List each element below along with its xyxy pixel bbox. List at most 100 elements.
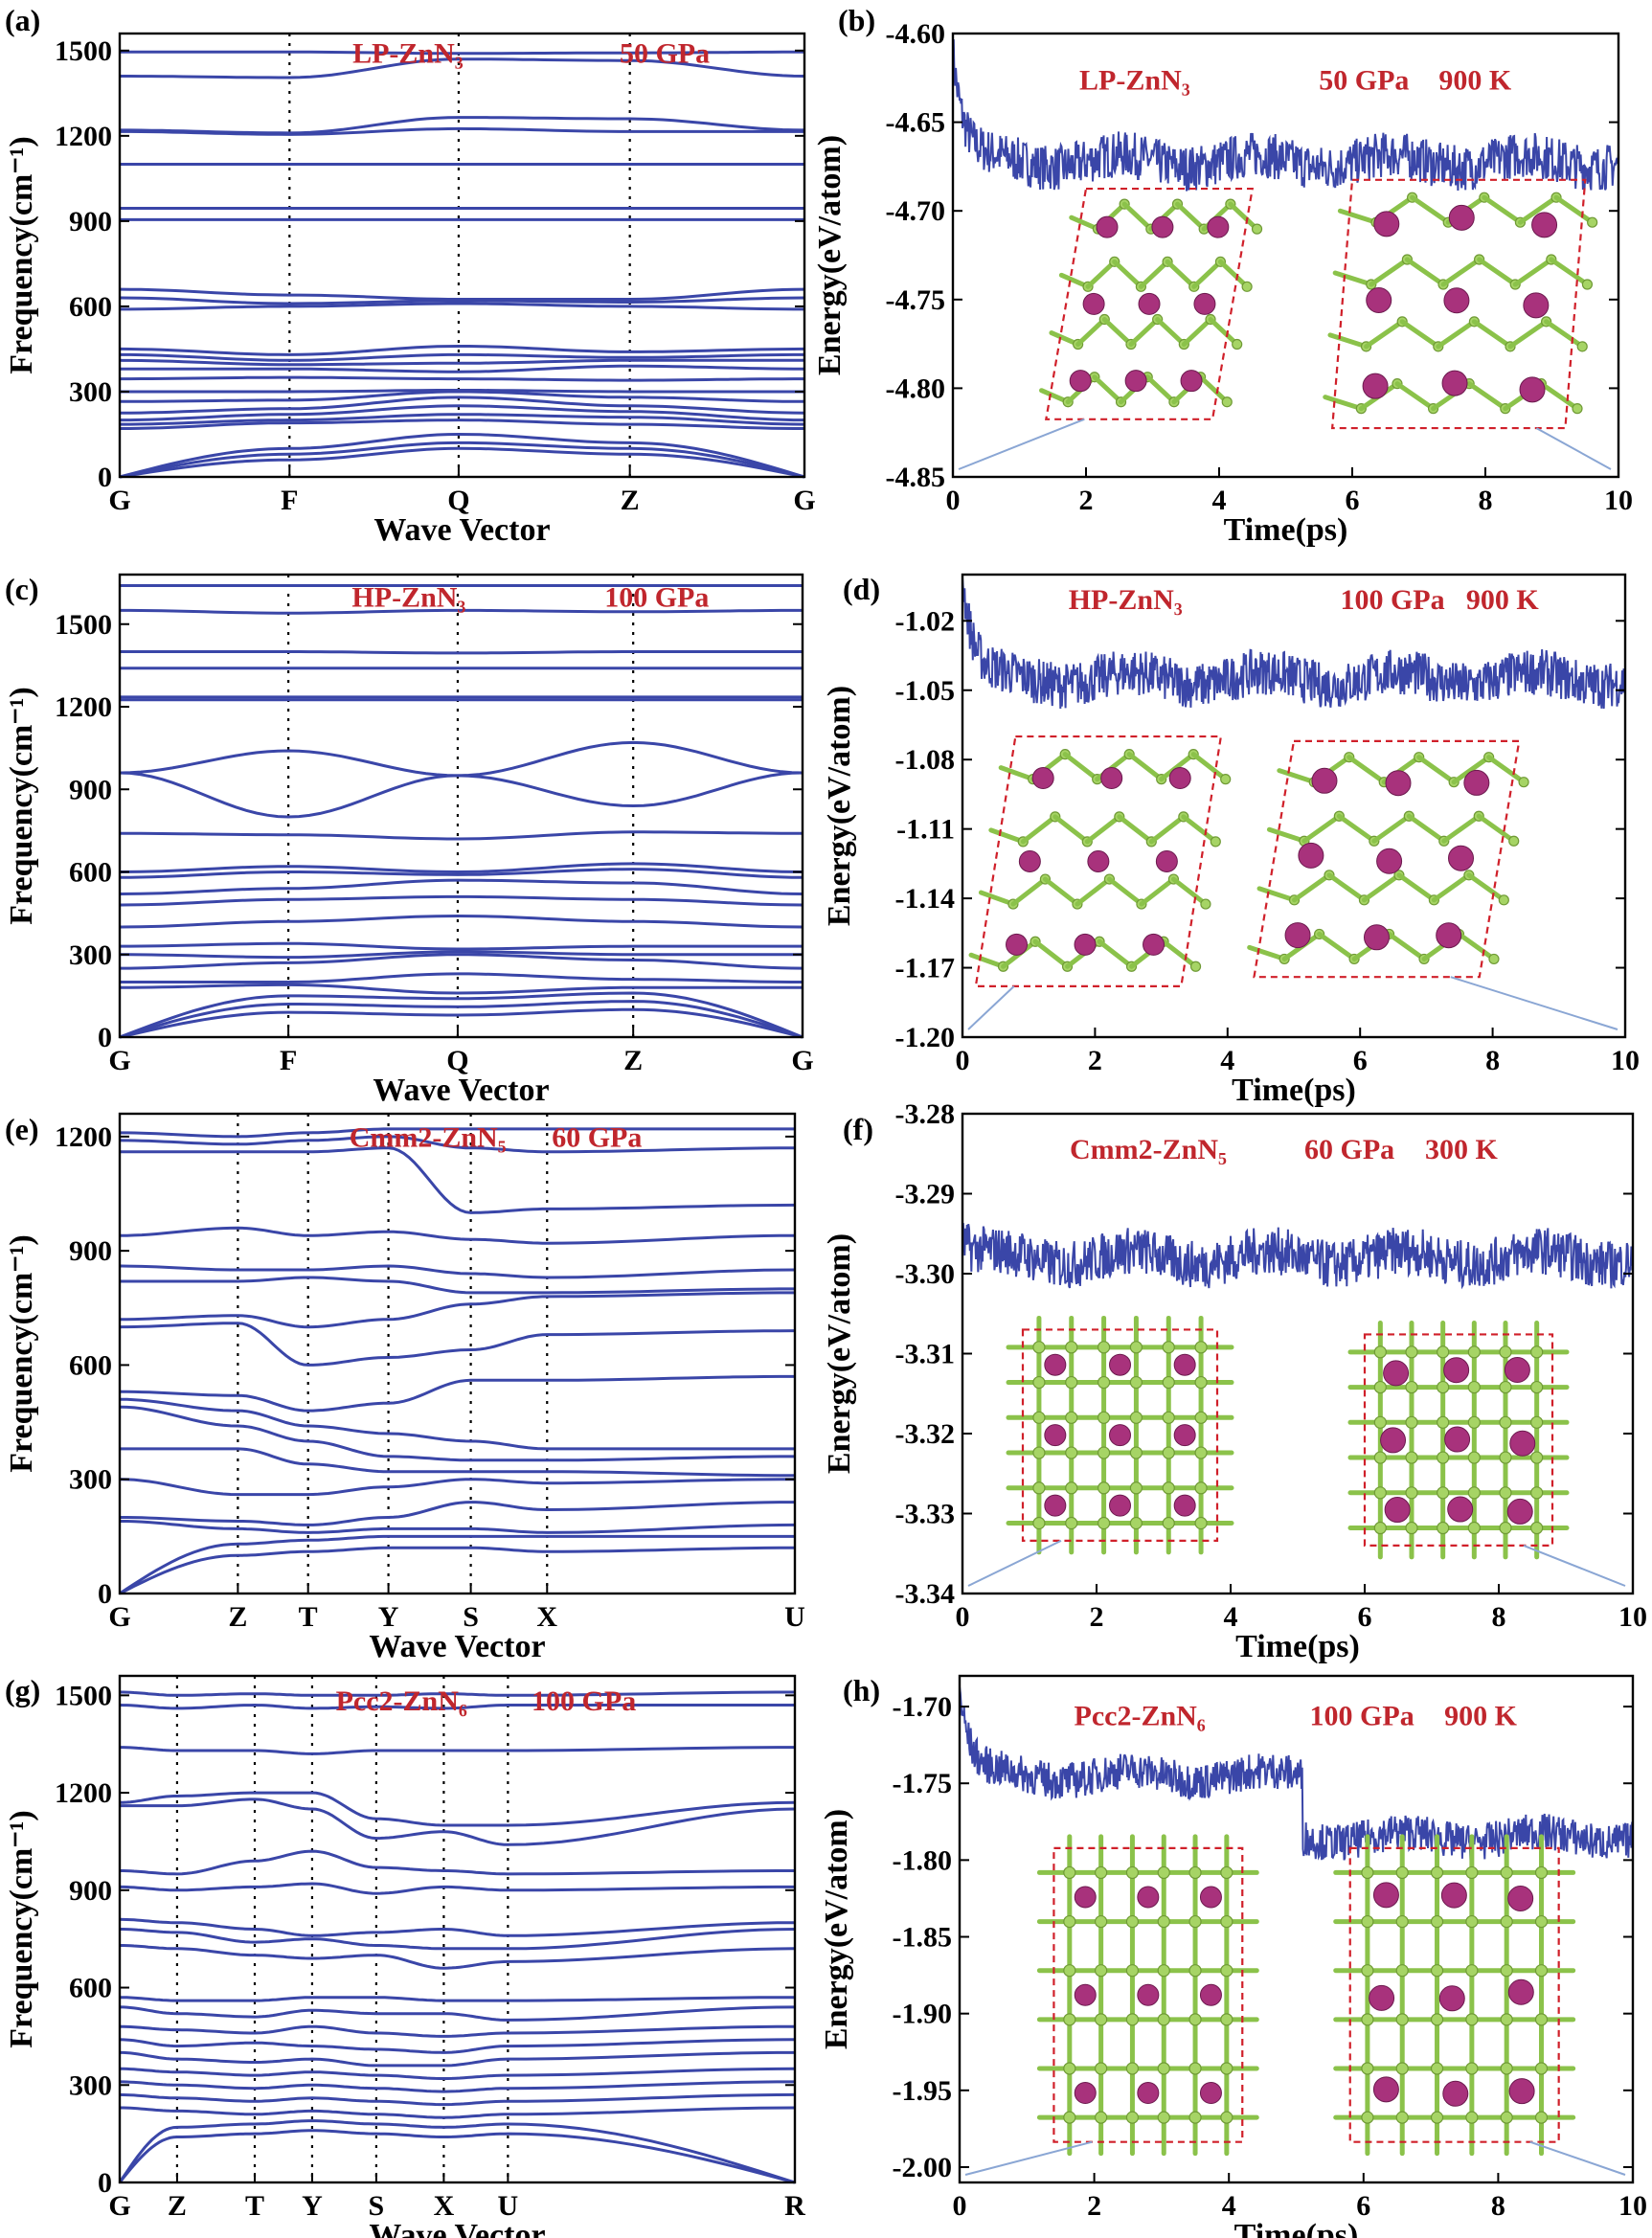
panel-h: -1.70 -1.75 -1.80 -1.85 -1.90 -1.95 -2.000 2 4 6 8… [819,1673,1647,2238]
n-bond [1436,319,1477,350]
panel-label: (h) [843,1673,880,1707]
x-tick-label: 10 [1604,485,1633,516]
y-axis-title: Frequency(cm⁻¹) [4,687,39,924]
n-atom [1534,1964,1549,1978]
x-axis-title: Wave Vector [373,1073,549,1108]
y-tick-label: 1200 [55,1121,112,1153]
n-bond [1277,768,1317,785]
phonon-band [119,2038,796,2054]
y-tick-label: -1.02 [895,605,956,637]
energy-series-line [962,1223,1634,1290]
y-tick-label: 1500 [55,1680,112,1711]
zn-atom [1383,1360,1410,1387]
phonon-band [120,1928,796,1951]
phonon-band [119,1322,796,1367]
y-tick-label: 1200 [55,1777,112,1809]
zn-atom [1438,1985,1465,2012]
n-atom [1498,894,1509,906]
x-tick-label: 4 [1220,1045,1234,1076]
n-atom [1162,1341,1175,1354]
zn-atom [1506,1498,1533,1525]
n-atom [1095,2013,1108,2026]
zn-atom [1372,1882,1399,1909]
annotation-label: 100 GPa [1310,1701,1414,1732]
phonon-band [119,1405,795,1462]
x-tick-label: G [793,485,815,516]
n-bond [1317,931,1357,961]
n-atom [1572,403,1583,415]
n-atom [1534,1914,1549,1929]
n-bond [988,827,1026,845]
n-atom [1032,1446,1046,1459]
n-atom [1125,2111,1140,2124]
x-tick-label: 6 [1346,485,1360,516]
energy-series-line [962,576,1626,710]
n-atom [1430,2111,1444,2124]
y-tick-label: -1.08 [895,744,956,776]
n-bond [1170,876,1209,907]
phonon-band [120,1944,796,1970]
phonon-band [120,1882,795,1895]
n-atom [1499,1486,1512,1500]
phonon-band [120,830,803,841]
arrow-right [1535,427,1612,470]
phonon-band [120,1690,795,1697]
n-atom [1251,223,1263,235]
zn-atom [1519,376,1546,403]
x-tick-label: S [369,2190,385,2222]
y-tick-label: -4.65 [886,107,946,139]
phonon-band [120,1501,795,1526]
arrow-left [967,1539,1062,1587]
phonon-band [120,972,803,983]
phonon-band [120,1520,796,1534]
y-tick-label: 0 [98,462,112,493]
n-atom [1063,1964,1076,1978]
x-tick-label: 2 [1088,1045,1102,1076]
phonon-band [120,1226,796,1245]
n-bond [1456,931,1497,961]
n-bond [1159,752,1196,782]
y-tick-label: -4.80 [886,373,946,404]
n-atom [1373,1345,1387,1359]
n-atom [1465,2062,1479,2075]
phonon-band [119,2024,796,2038]
y-axis-title: Frequency(cm⁻¹) [4,1810,39,2047]
n-atom [1063,2062,1076,2075]
phonon-band [120,413,805,426]
n-atom [1465,2013,1479,2026]
zn-atom [1531,212,1558,238]
x-tick-label: F [281,485,298,516]
n-atom [1065,1516,1078,1530]
zn-atom [1442,2080,1469,2107]
phonon-band [119,740,803,778]
n-atom [1063,2111,1076,2124]
x-tick-label: G [108,2190,130,2222]
n-atom [1097,1481,1111,1495]
annotation-label: 900 K [1466,584,1540,616]
n-atom [1220,1914,1233,1929]
n-atom [1534,2111,1549,2124]
n-bond [1466,381,1508,412]
zn-atom [1109,1353,1131,1376]
n-bond [1553,194,1595,225]
n-bond [1387,931,1427,961]
x-tick-label: U [784,1601,805,1633]
plot-frame [951,32,1620,479]
n-atom [1063,2013,1076,2026]
n-atom [1395,1914,1409,1929]
n-atom [1129,1375,1143,1390]
zn-atom [1074,1886,1097,1909]
plot-frame [118,573,804,1039]
panel-a: 0 300 600 900 1200 1500 G F Q Z G Wave Vector Freque… [4,3,816,548]
arrow-left [958,418,1085,470]
x-tick-label: 6 [1356,2190,1370,2222]
zn-atom [1207,215,1230,238]
y-tick-label: -1.70 [893,1691,953,1723]
n-atom [1125,1865,1140,1880]
n-bond [1228,201,1260,232]
y-tick-label: 1500 [55,609,112,641]
zn-atom [1509,1430,1536,1457]
zn-atom [1311,767,1338,794]
x-tick-label: 8 [1485,1045,1500,1076]
